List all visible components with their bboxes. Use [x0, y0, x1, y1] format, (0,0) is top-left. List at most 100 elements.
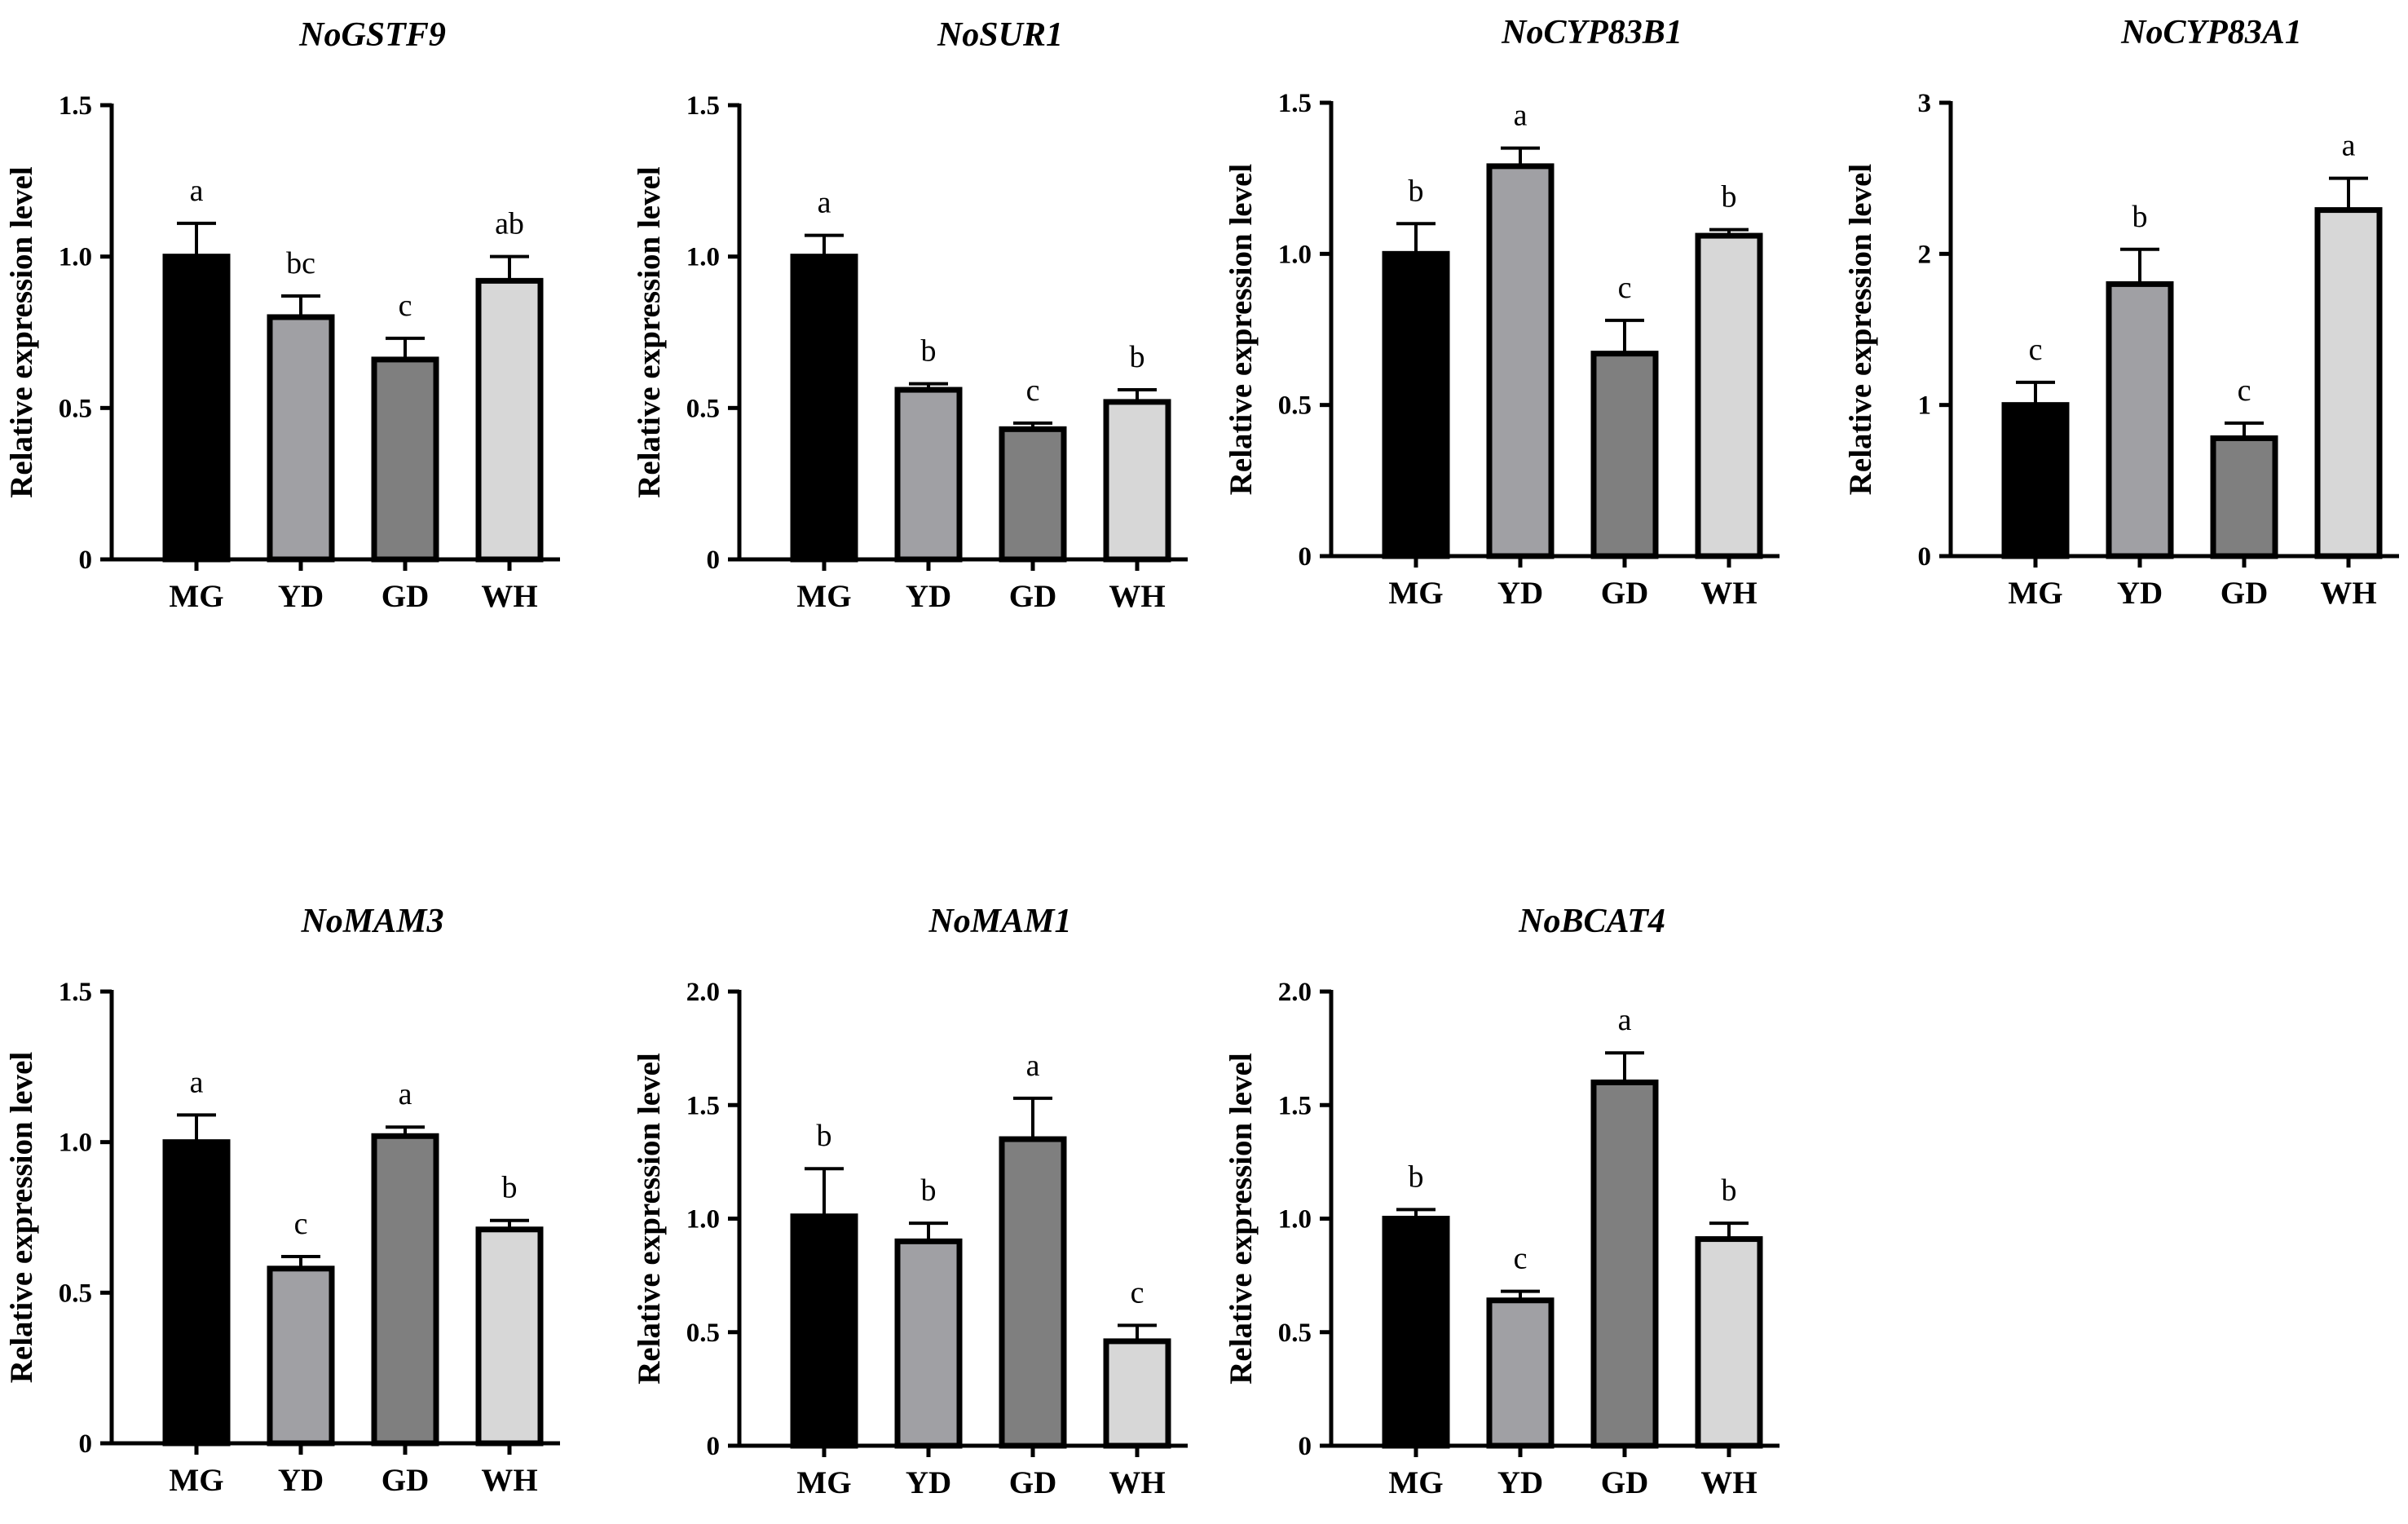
- bar-mg: [790, 254, 858, 563]
- bar-gd: [999, 426, 1067, 563]
- chart-panel: NoMAM3 Relative expression level a MG c YD a GD…: [4, 903, 560, 1498]
- bar-gd: [1590, 1079, 1659, 1449]
- y-tick-label: 3: [1918, 89, 1932, 118]
- significance-letter: b: [921, 334, 937, 369]
- bar-yd: [894, 1238, 963, 1449]
- chart-title: NoCYP83B1: [1501, 14, 1683, 51]
- category-label: WH: [481, 579, 537, 614]
- bar-wh: [475, 1226, 544, 1447]
- category-label: YD: [278, 1463, 324, 1498]
- category-label: WH: [1700, 576, 1757, 611]
- y-axis-label: Relative expression level: [632, 1053, 667, 1385]
- bar-wh: [1695, 1236, 1763, 1449]
- category-label: YD: [906, 1465, 951, 1500]
- bar-wh: [2314, 207, 2383, 559]
- bar-wh: [1695, 232, 1763, 559]
- y-tick-label: 1.0: [1278, 1205, 1312, 1235]
- significance-letter: c: [399, 289, 412, 323]
- chart-title: NoCYP83A1: [2120, 14, 2302, 51]
- category-label: MG: [1388, 1465, 1443, 1500]
- significance-letter: a: [190, 1065, 204, 1099]
- y-tick-label: 0.5: [59, 1279, 92, 1308]
- category-label: MG: [169, 579, 223, 614]
- significance-letter: c: [1514, 1242, 1528, 1276]
- bar-wh: [1103, 1338, 1171, 1449]
- category-label: MG: [2008, 576, 2062, 611]
- bar-mg: [1382, 250, 1450, 559]
- y-tick-label: 0: [1299, 542, 1312, 572]
- y-tick-label: 0.5: [1278, 1319, 1312, 1348]
- y-axis-label: Relative expression level: [4, 166, 39, 498]
- category-label: MG: [169, 1463, 223, 1498]
- significance-letter: a: [2342, 129, 2356, 163]
- y-tick-label: 0.5: [1278, 391, 1312, 421]
- bar-yd: [267, 314, 335, 563]
- chart-title: NoBCAT4: [1518, 903, 1665, 940]
- significance-letter: a: [1514, 99, 1528, 133]
- significance-letter: a: [818, 186, 831, 220]
- y-tick-label: 1.0: [59, 1129, 92, 1158]
- category-label: GD: [2221, 576, 2269, 611]
- significance-letter: b: [921, 1173, 937, 1208]
- significance-letter: b: [1409, 1160, 1424, 1194]
- chart-title: NoGSTF9: [298, 16, 446, 54]
- bar-wh: [1103, 399, 1171, 563]
- chart-panel: NoSUR1 Relative expression level a MG b YD c GD…: [632, 16, 1188, 614]
- y-tick-label: 1.5: [1278, 1091, 1312, 1120]
- category-label: MG: [796, 1465, 851, 1500]
- bar-mg: [2001, 402, 2070, 559]
- y-tick-label: 1.0: [686, 243, 720, 272]
- y-tick-label: 0: [707, 1432, 721, 1461]
- category-label: WH: [1109, 579, 1165, 614]
- significance-letter: b: [502, 1171, 518, 1205]
- y-axis-label: Relative expression level: [1224, 164, 1259, 496]
- y-tick-label: 1: [1918, 391, 1932, 421]
- y-axis-label: Relative expression level: [4, 1052, 39, 1384]
- y-tick-label: 2.0: [1278, 978, 1312, 1007]
- significance-letter: c: [294, 1207, 308, 1241]
- bar-mg: [790, 1213, 858, 1449]
- chart-panel: NoMAM1 Relative expression level b MG b YD a GD…: [632, 903, 1188, 1500]
- bar-gd: [371, 356, 439, 563]
- significance-letter: a: [399, 1077, 412, 1111]
- chart-panel: NoGSTF9 Relative expression level a MG bc YD c…: [4, 16, 560, 614]
- category-label: MG: [796, 579, 851, 614]
- y-tick-label: 1.0: [59, 243, 92, 272]
- significance-letter: c: [2029, 333, 2043, 367]
- chart-title: NoMAM1: [928, 903, 1071, 940]
- significance-letter: bc: [286, 246, 315, 281]
- y-axis-label: Relative expression level: [1843, 164, 1878, 496]
- y-tick-label: 1.5: [686, 1091, 720, 1120]
- significance-letter: a: [190, 174, 204, 208]
- significance-letter: ab: [495, 207, 524, 241]
- significance-letter: b: [2132, 200, 2148, 234]
- bar-gd: [371, 1133, 439, 1447]
- y-tick-label: 0: [1299, 1432, 1312, 1461]
- category-label: YD: [1497, 1465, 1543, 1500]
- y-axis-label: Relative expression level: [632, 166, 667, 498]
- chart-panel: NoCYP83B1 Relative expression level b MG a YD…: [1224, 14, 1780, 611]
- category-label: WH: [1700, 1465, 1757, 1500]
- bar-yd: [1486, 163, 1555, 559]
- bar-gd: [1590, 351, 1659, 559]
- y-tick-label: 1.5: [59, 978, 92, 1007]
- y-tick-label: 1.0: [1278, 240, 1312, 269]
- category-label: GD: [1601, 1465, 1649, 1500]
- category-label: MG: [1388, 576, 1443, 611]
- significance-letter: b: [1722, 1173, 1737, 1208]
- chart-panel: NoBCAT4 Relative expression level b MG c YD a G…: [1224, 903, 1780, 1500]
- y-tick-label: 1.0: [686, 1205, 720, 1235]
- y-tick-label: 0.5: [686, 1319, 720, 1348]
- y-tick-label: 0: [79, 546, 93, 575]
- significance-letter: a: [1618, 1003, 1632, 1037]
- y-tick-label: 0.5: [59, 394, 92, 423]
- bar-mg: [162, 1139, 231, 1447]
- y-tick-label: 2.0: [686, 978, 720, 1007]
- significance-letter: b: [1409, 174, 1424, 208]
- bar-yd: [1486, 1297, 1555, 1449]
- bar-mg: [1382, 1216, 1450, 1449]
- y-tick-label: 0: [79, 1429, 93, 1459]
- significance-letter: b: [817, 1119, 832, 1153]
- bar-gd: [999, 1136, 1067, 1449]
